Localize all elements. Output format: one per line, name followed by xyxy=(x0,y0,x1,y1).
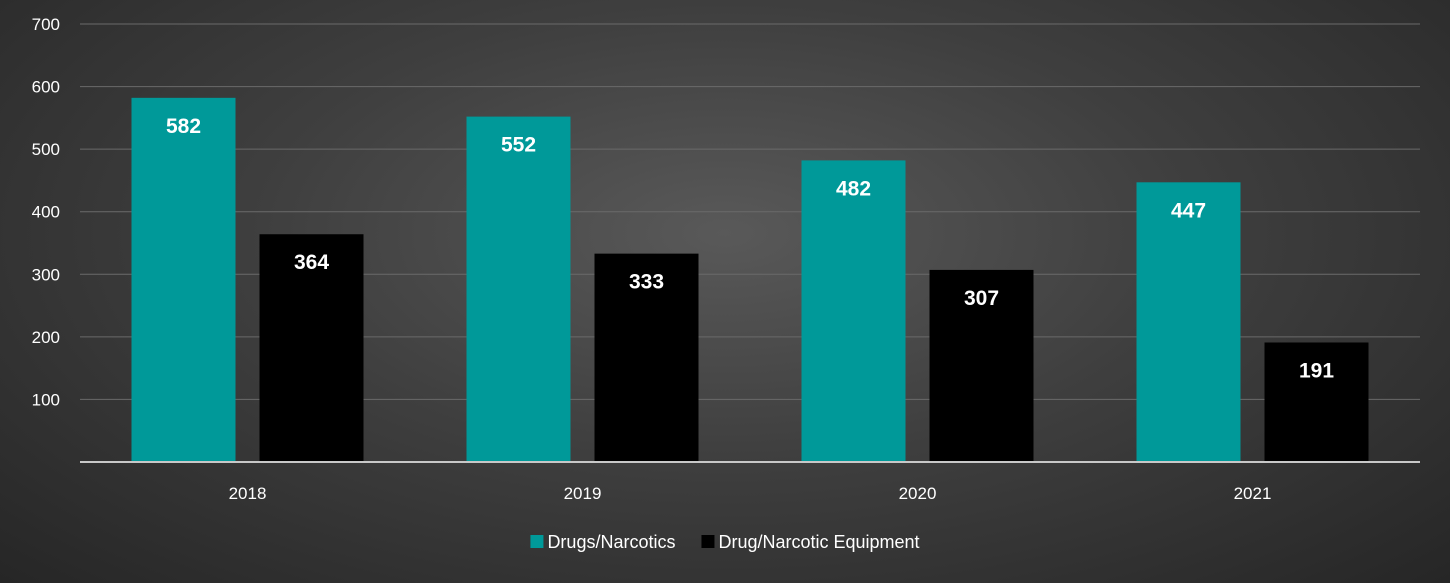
bar xyxy=(466,116,571,462)
y-axis-ticks: 100 200 300 400 500 600 700 xyxy=(32,15,60,409)
data-labels: 582 364 552 333 482 307 447 191 xyxy=(166,115,1334,383)
y-tick-label: 400 xyxy=(32,203,60,222)
y-tick-label: 600 xyxy=(32,78,60,97)
bar xyxy=(1264,342,1369,462)
data-label: 482 xyxy=(836,177,871,200)
legend-label: Drugs/Narcotics xyxy=(547,532,675,552)
data-label: 307 xyxy=(964,287,999,310)
y-tick-label: 100 xyxy=(32,390,60,409)
y-tick-label: 500 xyxy=(32,140,60,159)
legend-item: Drugs/Narcotics xyxy=(530,532,675,552)
legend-swatch xyxy=(530,535,544,548)
data-label: 552 xyxy=(501,134,536,157)
data-label: 447 xyxy=(1171,199,1206,222)
y-tick-label: 200 xyxy=(32,328,60,347)
legend-item: Drug/Narcotic Equipment xyxy=(701,532,920,552)
x-tick-label: 2020 xyxy=(899,484,937,503)
data-label: 582 xyxy=(166,115,201,138)
y-tick-label: 700 xyxy=(32,15,60,34)
y-tick-label: 300 xyxy=(32,265,60,284)
bar xyxy=(131,97,236,462)
data-label: 191 xyxy=(1299,359,1334,382)
x-tick-label: 2021 xyxy=(1234,484,1272,503)
x-tick-label: 2019 xyxy=(564,484,602,503)
data-label: 333 xyxy=(629,271,664,294)
legend: Drugs/Narcotics Drug/Narcotic Equipment xyxy=(530,532,920,552)
x-tick-label: 2018 xyxy=(229,484,267,503)
bar xyxy=(594,253,699,462)
bar xyxy=(1136,182,1241,462)
x-axis-ticks: 2018 2019 2020 2021 xyxy=(229,484,1272,503)
bar xyxy=(801,160,906,463)
bar xyxy=(259,234,364,462)
legend-label: Drug/Narcotic Equipment xyxy=(718,532,919,552)
bars xyxy=(131,97,1369,463)
bar xyxy=(929,269,1034,462)
legend-swatch xyxy=(701,535,715,548)
data-label: 364 xyxy=(294,251,329,274)
